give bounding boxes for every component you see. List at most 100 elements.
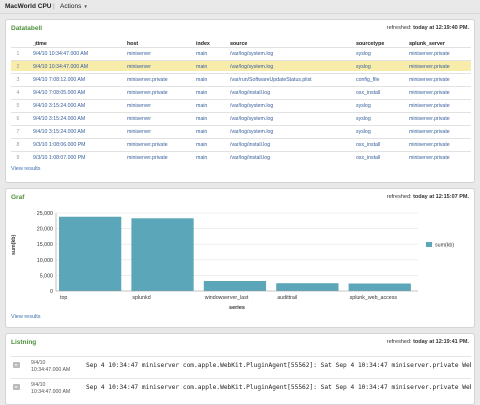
cell-index[interactable]: main: [196, 115, 208, 122]
table-row[interactable]: 6 9/4/10 3:15:24.000 AM miniserver main/var…: [11, 112, 471, 123]
cell-time[interactable]: 9/3/10 1:08:06.000 PM: [33, 141, 86, 148]
cell-host[interactable]: miniserver.private: [127, 141, 168, 148]
expand-icon[interactable]: ▸: [13, 384, 20, 390]
table-row[interactable]: 9 9/3/10 1:08:07.000 PM miniserver.private…: [11, 151, 471, 162]
table-row[interactable]: 4 9/4/10 7:08:05.000 AM miniserver.private…: [11, 86, 471, 97]
cell-splunk-server[interactable]: miniserver.private: [409, 115, 450, 122]
cell-sourcetype[interactable]: osx_install: [356, 154, 381, 161]
chart-panel: Graf refreshed: today at 12:15:07 PM. su…: [5, 188, 475, 328]
cell-host[interactable]: miniserver: [127, 50, 151, 57]
cell-sourcetype[interactable]: osx_install: [356, 141, 381, 148]
cell-host[interactable]: miniserver: [127, 128, 151, 135]
bar: [276, 283, 339, 291]
cell-time[interactable]: 9/4/10 7:08:05.000 AM: [33, 89, 86, 96]
cell-splunk-server[interactable]: miniserver.private: [409, 89, 450, 96]
refreshed-label: refreshed:: [386, 339, 412, 345]
cell-sourcetype[interactable]: syslog: [356, 102, 371, 109]
cell-splunk-server[interactable]: miniserver.private: [409, 154, 450, 161]
listing-panel: Listning refreshed: today at 12:19:41 PM…: [5, 333, 475, 405]
view-results-link[interactable]: View results: [11, 314, 41, 320]
list-item: ▸ 9/4/10 10:34:47.000 AM Sep 4 10:34:47 min…: [11, 356, 471, 376]
row-number: 9: [16, 154, 20, 161]
cell-sourcetype[interactable]: syslog: [356, 50, 371, 57]
cell-source[interactable]: /var/log/system.log: [230, 63, 274, 70]
bar: [131, 218, 194, 291]
table-row[interactable]: 3 9/4/10 7:08:12.000 AM miniserver.private…: [11, 73, 471, 84]
x-tick-label: audittrail: [277, 295, 297, 301]
chevron-down-icon: ▼: [83, 4, 88, 9]
event-timestamp: 9/4/10 10:34:47.000 AM: [31, 382, 70, 396]
refreshed-time: today at 12:15:07 PM.: [413, 194, 469, 200]
view-results-link[interactable]: View results: [11, 166, 41, 172]
bar-chart: sum(kb) 0 5,000 10,000 15,000 20,000 25,000 to…: [6, 205, 476, 313]
cell-time[interactable]: 9/3/10 1:08:07.000 PM: [33, 154, 86, 161]
cell-host[interactable]: miniserver.private: [127, 154, 168, 161]
cell-index[interactable]: main: [196, 102, 208, 109]
cell-index[interactable]: main: [196, 50, 208, 57]
cell-time[interactable]: 9/4/10 10:34:47.000 AM: [33, 63, 89, 70]
cell-splunk-server[interactable]: miniserver.private: [409, 102, 450, 109]
row-number: 8: [16, 141, 20, 148]
cell-index[interactable]: main: [196, 154, 208, 161]
cell-sourcetype[interactable]: syslog: [356, 115, 371, 122]
cell-time[interactable]: 9/4/10 3:15:24.000 AM: [33, 128, 86, 135]
event-timestamp: 9/4/10 10:34:47.000 AM: [31, 360, 70, 374]
cell-host[interactable]: miniserver: [127, 102, 151, 109]
cell-source[interactable]: /var/log/system.log: [230, 115, 274, 122]
table-row[interactable]: 2 9/4/10 10:34:47.000 AM miniserver main/va…: [11, 60, 471, 71]
cell-time[interactable]: 9/4/10 3:15:24.000 AM: [33, 102, 86, 109]
cell-source[interactable]: /var/log/install.log: [230, 141, 271, 148]
table-row[interactable]: 8 9/3/10 1:08:06.000 PM miniserver.private…: [11, 138, 471, 149]
table-row[interactable]: 5 9/4/10 3:15:24.000 AM miniserver main/var…: [11, 99, 471, 110]
cell-source[interactable]: /var/run/SoftwareUpdateStatus.plist: [230, 76, 312, 83]
cell-source[interactable]: /var/log/system.log: [230, 128, 274, 135]
cell-splunk-server[interactable]: miniserver.private: [409, 63, 450, 70]
cell-source[interactable]: /var/log/install.log: [230, 154, 271, 161]
column-label: sourcetype: [356, 41, 385, 47]
refreshed-label: refreshed:: [386, 194, 412, 200]
actions-menu[interactable]: Actions ▼: [60, 3, 88, 10]
column-label: source: [230, 41, 248, 47]
panel-title: Graf: [11, 194, 25, 201]
bar: [203, 281, 267, 291]
event-date: 9/4/10: [31, 382, 46, 388]
cell-sourcetype[interactable]: config_file: [356, 76, 380, 83]
expand-icon[interactable]: ▸: [13, 362, 20, 368]
y-tick-label: 0: [50, 289, 53, 295]
y-tick-label: 25,000: [37, 211, 53, 217]
event-text[interactable]: Sep 4 10:34:47 miniserver com.apple.WebK…: [86, 384, 471, 391]
refreshed-label: refreshed:: [386, 25, 412, 31]
cell-index[interactable]: main: [196, 141, 208, 148]
table-header: _time ⇕ host ⇕ index ⇕ source ⇕ sourcetype ⇕ …: [11, 37, 471, 47]
legend-label: sum(kb): [435, 243, 454, 249]
cell-splunk-server[interactable]: miniserver.private: [409, 141, 450, 148]
cell-index[interactable]: main: [196, 89, 208, 96]
cell-source[interactable]: /var/log/system.log: [230, 50, 274, 57]
refreshed-status: refreshed: today at 12:15:07 PM.: [387, 194, 469, 200]
cell-index[interactable]: main: [196, 63, 208, 70]
cell-host[interactable]: miniserver.private: [127, 89, 168, 96]
cell-time[interactable]: 9/4/10 7:08:12.000 AM: [33, 76, 86, 83]
cell-source[interactable]: /var/log/install.log: [230, 89, 271, 96]
cell-sourcetype[interactable]: syslog: [356, 128, 371, 135]
column-label: splunk_server: [409, 41, 445, 47]
x-axis-label: series: [229, 305, 245, 311]
cell-host[interactable]: miniserver: [127, 63, 151, 70]
cell-host[interactable]: miniserver: [127, 115, 151, 122]
event-text[interactable]: Sep 4 10:34:47 miniserver com.apple.WebK…: [86, 362, 471, 369]
cell-sourcetype[interactable]: osx_install: [356, 89, 381, 96]
cell-splunk-server[interactable]: miniserver.private: [409, 50, 450, 57]
table-row[interactable]: 1 9/4/10 10:34:47.000 AM miniserver main/va…: [11, 47, 471, 58]
cell-source[interactable]: /var/log/system.log: [230, 102, 274, 109]
datatable-panel: Datatabell refreshed: today at 12:19:40 …: [5, 19, 475, 183]
cell-index[interactable]: main: [196, 128, 208, 135]
cell-splunk-server[interactable]: miniserver.private: [409, 128, 450, 135]
cell-host[interactable]: miniserver.private: [127, 76, 168, 83]
cell-splunk-server[interactable]: miniserver.private: [409, 76, 450, 83]
cell-time[interactable]: 9/4/10 3:15:24.000 AM: [33, 115, 86, 122]
cell-sourcetype[interactable]: syslog: [356, 63, 371, 70]
table-row[interactable]: 7 9/4/10 3:15:24.000 AM miniserver main/var…: [11, 125, 471, 136]
cell-time[interactable]: 9/4/10 10:34:47.000 AM: [33, 50, 89, 57]
sort-icon: ⇕: [357, 41, 361, 46]
cell-index[interactable]: main: [196, 76, 208, 83]
